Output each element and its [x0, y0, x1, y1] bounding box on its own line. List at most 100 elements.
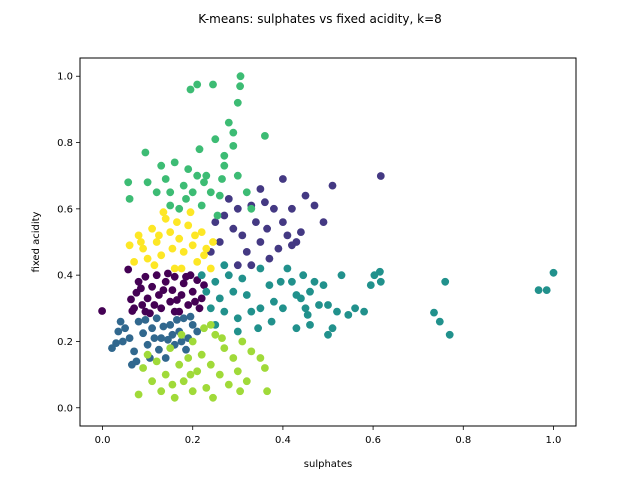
cluster-4-point-21 [220, 161, 229, 170]
cluster-0-point-1 [124, 265, 133, 274]
cluster-4-point-38 [220, 151, 229, 160]
cluster-3-point-44 [267, 317, 276, 326]
cluster-4-point-18 [211, 135, 220, 144]
y-tick-label: 1.0 [57, 72, 73, 83]
cluster-6-point-28 [173, 218, 181, 227]
x-tick-label: 0.2 [185, 435, 201, 446]
cluster-1-point-10 [270, 204, 278, 213]
cluster-4-point-16 [202, 171, 211, 180]
cluster-5-point-26 [261, 364, 269, 372]
cluster-3-point-46 [276, 277, 285, 286]
cluster-0-point-11 [152, 271, 161, 280]
cluster-6-point-20 [150, 261, 159, 270]
cluster-0-point-15 [166, 297, 175, 306]
cluster-3-point-22 [315, 301, 323, 309]
cluster-5-point-20 [224, 380, 233, 389]
cluster-5-point-12 [193, 367, 202, 376]
cluster-1-point-30 [288, 241, 296, 250]
cluster-4-point-0 [124, 178, 133, 187]
cluster-4-point-1 [125, 195, 134, 203]
cluster-3-point-38 [534, 286, 543, 294]
cluster-4-point-31 [209, 80, 217, 89]
cluster-5-point-37 [186, 370, 195, 379]
cluster-5-point-0 [134, 390, 143, 399]
y-axis: 0.0 0.2 0.4 0.6 0.8 1.0 [57, 72, 80, 414]
cluster-0-point-5 [134, 277, 143, 286]
cluster-6-point-7 [157, 251, 166, 260]
cluster-3-point-51 [220, 261, 229, 270]
cluster-5-point-30 [143, 350, 152, 359]
x-tick-label: 0.0 [95, 435, 111, 446]
cluster-0-point-20 [179, 279, 188, 288]
cluster-5-point-31 [188, 387, 197, 396]
cluster-6-point-11 [175, 234, 184, 243]
cluster-5-point-4 [157, 387, 166, 396]
cluster-2-point-22 [132, 357, 141, 366]
cluster-5-point-13 [197, 350, 206, 359]
cluster-1-point-13 [283, 231, 292, 240]
y-tick-label: 0.0 [57, 403, 73, 414]
cluster-3-point-7 [229, 287, 238, 296]
cluster-3-point-2 [206, 304, 215, 313]
cluster-3-point-1 [202, 287, 211, 296]
cluster-6-point-9 [166, 228, 175, 237]
cluster-5-point-9 [179, 377, 188, 386]
cluster-0-point-35 [170, 307, 179, 316]
cluster-6-point-4 [143, 254, 152, 263]
cluster-1-point-4 [242, 248, 251, 256]
cluster-4-point-3 [143, 178, 152, 187]
cluster-0-point-7 [141, 272, 150, 281]
cluster-1-point-31 [211, 218, 220, 227]
cluster-5-point-29 [206, 321, 215, 329]
cluster-2-point-9 [139, 329, 148, 338]
y-axis-label: fixed acidity [31, 211, 42, 272]
cluster-6-point-18 [206, 264, 215, 273]
cluster-6-point-21 [159, 208, 168, 217]
cluster-4-point-26 [236, 72, 245, 81]
cluster-1-point-28 [224, 195, 233, 203]
cluster-4-point-9 [175, 204, 184, 213]
cluster-2-point-1 [112, 339, 120, 347]
cluster-2-point-2 [114, 327, 123, 336]
cluster-1-point-3 [238, 231, 247, 240]
cluster-1-point-7 [256, 238, 265, 246]
cluster-4-point-19 [213, 211, 222, 220]
cluster-3-point-26 [337, 271, 346, 280]
cluster-3-point-39 [542, 286, 551, 294]
cluster-3-point-40 [549, 268, 558, 277]
cluster-6-point-10 [170, 264, 179, 273]
cluster-6-point-19 [209, 238, 217, 246]
cluster-6-point-24 [186, 208, 195, 217]
cluster-1-point-23 [247, 261, 256, 270]
cluster-2-point-12 [152, 314, 161, 323]
cluster-0-point-10 [148, 282, 157, 291]
cluster-0-point-28 [150, 301, 159, 309]
cluster-2-point-31 [159, 322, 168, 331]
cluster-2-point-13 [157, 334, 166, 342]
cluster-1-point-2 [233, 204, 242, 213]
cluster-3-point-15 [279, 304, 287, 313]
cluster-5-point-18 [215, 370, 224, 379]
cluster-5-point-24 [242, 377, 251, 386]
cluster-1-point-22 [279, 175, 287, 183]
cluster-3-point-54 [299, 271, 308, 280]
cluster-4-point-28 [242, 188, 251, 197]
cluster-5-point-8 [175, 360, 184, 369]
x-axis: 0.0 0.2 0.4 0.6 0.8 1.0 [95, 426, 561, 446]
cluster-0-point-26 [197, 294, 206, 303]
cluster-5-point-6 [166, 344, 175, 352]
cluster-1-point-8 [261, 198, 269, 207]
cluster-3-point-41 [283, 264, 292, 273]
cluster-4-point-24 [233, 171, 242, 180]
cluster-5-point-17 [211, 330, 220, 339]
cluster-4-point-15 [197, 201, 206, 210]
y-tick-label: 0.4 [57, 271, 73, 282]
cluster-5-point-3 [152, 357, 161, 366]
cluster-3-point-27 [344, 311, 353, 319]
cluster-6-point-6 [152, 238, 161, 246]
cluster-0-point-23 [188, 287, 197, 296]
cluster-4-point-39 [182, 195, 190, 203]
cluster-5-point-16 [209, 393, 217, 402]
cluster-4-point-25 [236, 82, 245, 91]
